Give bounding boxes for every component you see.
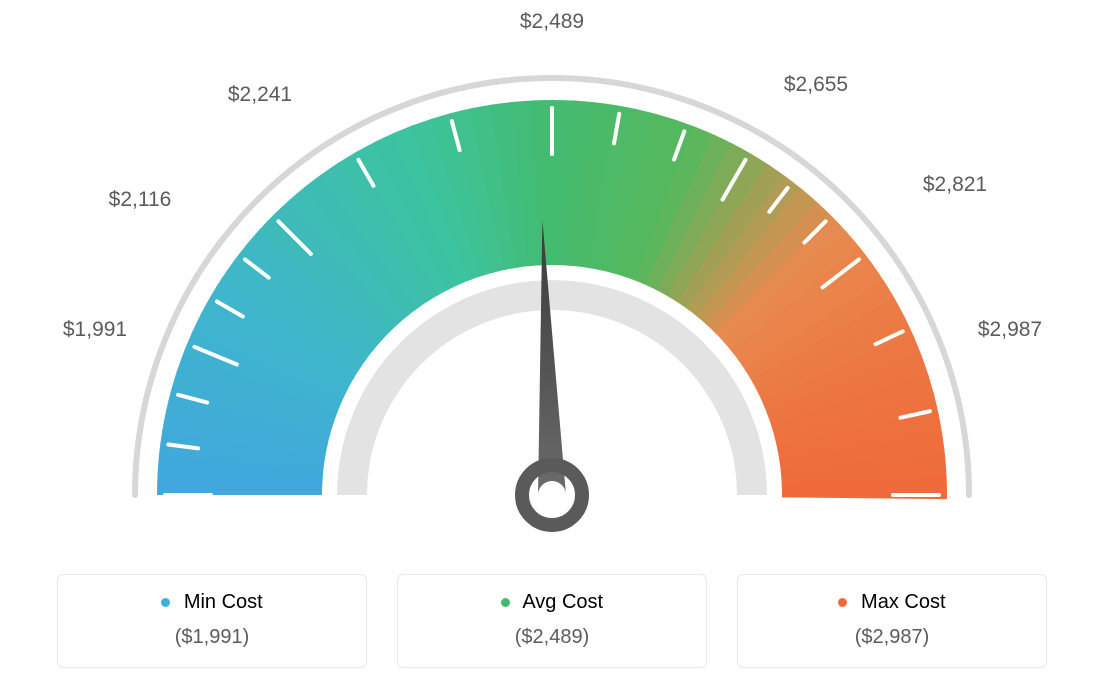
legend-title-min: Min Cost	[68, 591, 356, 614]
legend-card-min: Min Cost ($1,991)	[57, 574, 367, 668]
tick-label-3: $2,489	[520, 10, 584, 34]
dot-icon-min	[161, 598, 170, 607]
tick-label-4: $2,655	[784, 73, 848, 97]
dot-icon-avg	[501, 598, 510, 607]
tick-label-1: $2,116	[109, 188, 172, 212]
tick-label-6: $2,987	[978, 318, 1042, 342]
legend-value-min: ($1,991)	[68, 626, 356, 649]
gauge-svg	[62, 35, 1042, 555]
tick-label-2: $2,241	[228, 83, 292, 107]
legend-row: Min Cost ($1,991) Avg Cost ($2,489) Max …	[0, 574, 1104, 668]
tick-label-5: $2,821	[923, 173, 987, 197]
legend-label-max: Max Cost	[861, 591, 945, 613]
legend-value-avg: ($2,489)	[408, 626, 696, 649]
tick-label-0: $1,991	[63, 318, 127, 342]
legend-value-max: ($2,987)	[748, 626, 1036, 649]
gauge-area: $1,991 $2,116 $2,241 $2,489 $2,655 $2,82…	[0, 0, 1104, 560]
legend-title-avg: Avg Cost	[408, 591, 696, 614]
legend-label-avg: Avg Cost	[522, 591, 603, 613]
gauge-cost-chart: $1,991 $2,116 $2,241 $2,489 $2,655 $2,82…	[0, 0, 1104, 690]
legend-title-max: Max Cost	[748, 591, 1036, 614]
legend-label-min: Min Cost	[184, 591, 263, 613]
legend-card-max: Max Cost ($2,987)	[737, 574, 1047, 668]
dot-icon-max	[838, 598, 847, 607]
legend-card-avg: Avg Cost ($2,489)	[397, 574, 707, 668]
